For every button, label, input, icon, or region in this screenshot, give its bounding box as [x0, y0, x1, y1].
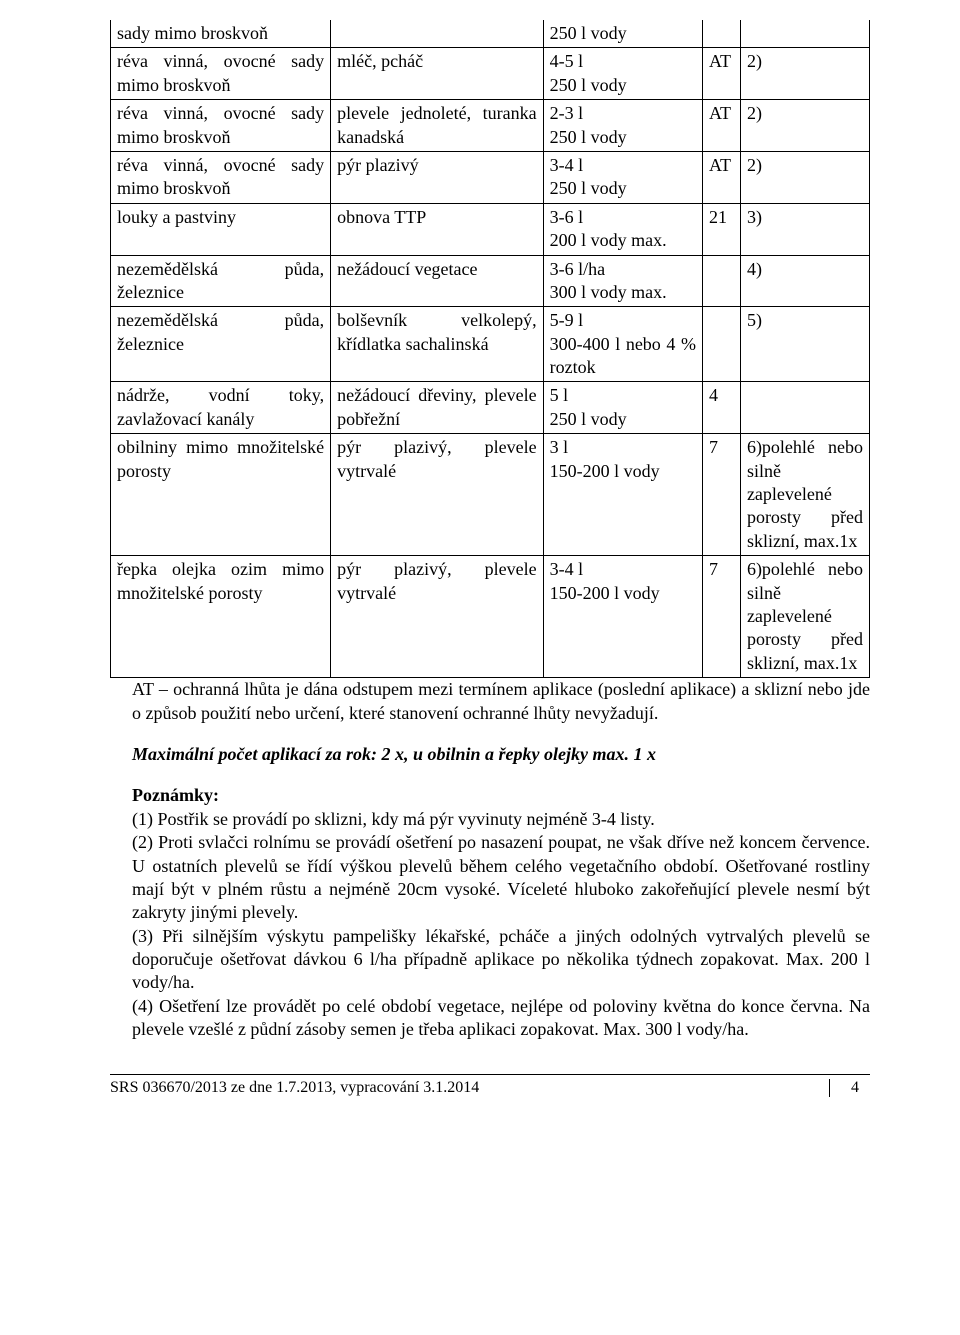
table-row: nezemědělská půda, železnice bolševník v…	[111, 307, 870, 382]
page: sady mimo broskvoň 250 l vody réva vinná…	[0, 0, 960, 1127]
table-row: řepka olejka ozim mimo množitelské poros…	[111, 556, 870, 678]
cell-weed: pýr plazivý	[331, 151, 544, 203]
page-footer: SRS 036670/2013 ze dne 1.7.2013, vypraco…	[110, 1074, 870, 1097]
cell-weed: obnova TTP	[331, 203, 544, 255]
cell-note: 6)polehlé nebo silně zaplevelené porosty…	[740, 434, 869, 556]
cell-crop: nezemědělská půda, železnice	[111, 255, 331, 307]
cell-crop: řepka olejka ozim mimo množitelské poros…	[111, 556, 331, 678]
table-row: obilniny mimo množitelské porosty pýr pl…	[111, 434, 870, 556]
cell-note	[740, 382, 869, 434]
cell-ol: 21	[703, 203, 741, 255]
cell-ol: AT	[703, 48, 741, 100]
cell-weed: nežádoucí vegetace	[331, 255, 544, 307]
cell-weed: pýr plazivý, plevele vytrvalé	[331, 556, 544, 678]
cell-weed: nežádoucí dřeviny, plevele pobřežní	[331, 382, 544, 434]
dosage-table: sady mimo broskvoň 250 l vody réva vinná…	[110, 20, 870, 678]
table-row: louky a pastviny obnova TTP 3-6 l200 l v…	[111, 203, 870, 255]
cell-crop: obilniny mimo množitelské porosty	[111, 434, 331, 556]
footer-left: SRS 036670/2013 ze dne 1.7.2013, vypraco…	[110, 1079, 479, 1097]
cell-dose: 3 l150-200 l vody	[543, 434, 702, 556]
cell-weed: plevele jednoleté, turanka kanadská	[331, 100, 544, 152]
notes-heading: Poznámky:	[110, 784, 870, 807]
footer-page-number: 4	[829, 1079, 870, 1097]
cell-dose: 3-6 l200 l vody max.	[543, 203, 702, 255]
cell-ol: AT	[703, 151, 741, 203]
cell-dose: 2-3 l250 l vody	[543, 100, 702, 152]
cell-dose: 4-5 l250 l vody	[543, 48, 702, 100]
at-note: AT – ochranná lhůta je dána odstupem mez…	[110, 678, 870, 725]
cell-weed: pýr plazivý, plevele vytrvalé	[331, 434, 544, 556]
cell-note: 2)	[740, 151, 869, 203]
cell-note: 4)	[740, 255, 869, 307]
cell-weed	[331, 20, 544, 48]
table-row: nezemědělská půda, železnice nežádoucí v…	[111, 255, 870, 307]
cell-ol: 7	[703, 556, 741, 678]
cell-crop: réva vinná, ovocné sady mimo broskvoň	[111, 48, 331, 100]
cell-crop: nezemědělská půda, železnice	[111, 307, 331, 382]
max-apps-line: Maximální počet aplikací za rok: 2 x, u …	[110, 743, 870, 766]
table-row: réva vinná, ovocné sady mimo broskvoň pl…	[111, 100, 870, 152]
cell-note: 6)polehlé nebo silně zaplevelené porosty…	[740, 556, 869, 678]
note-2: (2) Proti svlačci rolnímu se provádí oše…	[110, 831, 870, 925]
note-4: (4) Ošetření lze provádět po celé období…	[110, 995, 870, 1042]
cell-ol: AT	[703, 100, 741, 152]
table-row: réva vinná, ovocné sady mimo broskvoň pý…	[111, 151, 870, 203]
table-row: réva vinná, ovocné sady mimo broskvoň ml…	[111, 48, 870, 100]
cell-dose: 3-6 l/ha300 l vody max.	[543, 255, 702, 307]
body-text: AT – ochranná lhůta je dána odstupem mez…	[110, 678, 870, 1041]
cell-weed: bolševník velkolepý, křídlatka sachalins…	[331, 307, 544, 382]
table-row: nádrže, vodní toky, zavlažovací kanály n…	[111, 382, 870, 434]
note-3: (3) Při silnějším výskytu pampelišky lék…	[110, 925, 870, 995]
cell-dose: 3-4 l250 l vody	[543, 151, 702, 203]
cell-note: 2)	[740, 48, 869, 100]
cell-dose: 5 l250 l vody	[543, 382, 702, 434]
cell-dose: 5-9 l300-400 l nebo 4 % roztok	[543, 307, 702, 382]
cell-note: 5)	[740, 307, 869, 382]
cell-crop: nádrže, vodní toky, zavlažovací kanály	[111, 382, 331, 434]
cell-note	[740, 20, 869, 48]
cell-ol	[703, 20, 741, 48]
cell-ol	[703, 307, 741, 382]
cell-ol	[703, 255, 741, 307]
table-row: sady mimo broskvoň 250 l vody	[111, 20, 870, 48]
note-1: (1) Postřik se provádí po sklizni, kdy m…	[110, 808, 870, 831]
cell-ol: 4	[703, 382, 741, 434]
cell-dose: 250 l vody	[543, 20, 702, 48]
cell-note: 3)	[740, 203, 869, 255]
cell-dose: 3-4 l150-200 l vody	[543, 556, 702, 678]
cell-crop: réva vinná, ovocné sady mimo broskvoň	[111, 100, 331, 152]
cell-weed: mléč, pcháč	[331, 48, 544, 100]
cell-ol: 7	[703, 434, 741, 556]
cell-note: 2)	[740, 100, 869, 152]
cell-crop: sady mimo broskvoň	[111, 20, 331, 48]
cell-crop: louky a pastviny	[111, 203, 331, 255]
cell-crop: réva vinná, ovocné sady mimo broskvoň	[111, 151, 331, 203]
